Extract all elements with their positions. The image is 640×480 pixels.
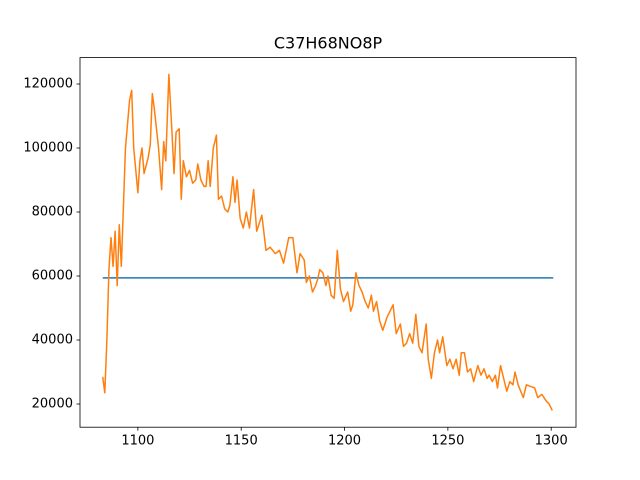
line	[101, 73, 553, 411]
x-tick-label: 1100	[121, 434, 154, 449]
x-tick-label: 1300	[535, 434, 568, 449]
y-tick-label: 60000	[32, 269, 73, 284]
x-tick-label: 1150	[225, 434, 258, 449]
y-tick-label: 120000	[23, 77, 73, 92]
y-tick-label: 40000	[32, 333, 73, 348]
chart-title: C37H68NO8P	[274, 34, 383, 53]
x-tick-label: 1250	[431, 434, 464, 449]
y-tick-label: 80000	[32, 205, 73, 220]
y-tick-label: 20000	[32, 397, 73, 412]
plot-frame	[79, 57, 577, 428]
x-tick-label: 1200	[328, 434, 361, 449]
y-tick-label: 100000	[23, 141, 73, 156]
